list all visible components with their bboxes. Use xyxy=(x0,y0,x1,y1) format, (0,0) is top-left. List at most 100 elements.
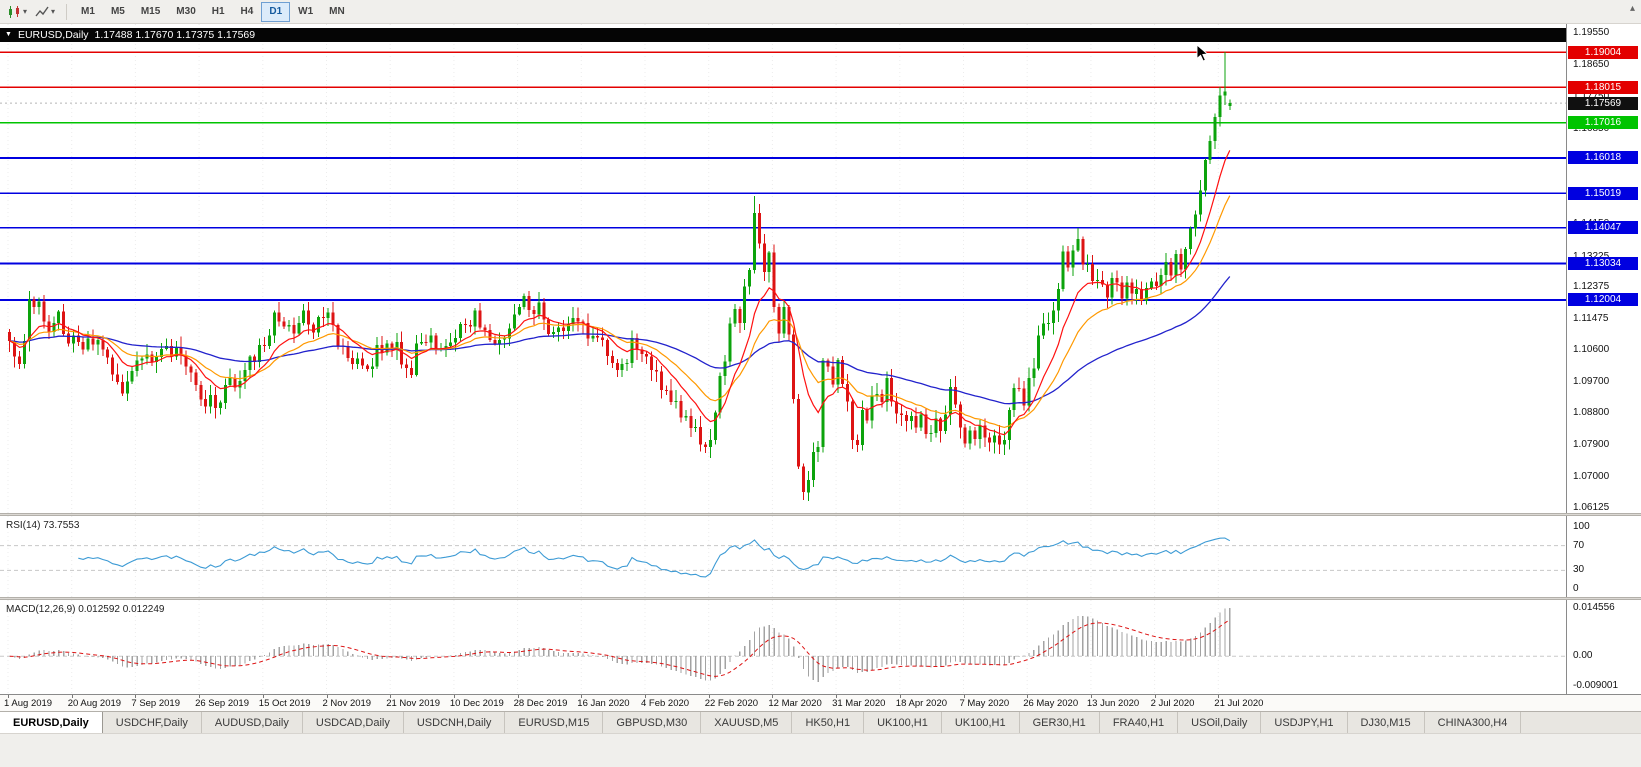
macd-tick-label: 0.00 xyxy=(1573,650,1593,662)
status-strip xyxy=(0,733,1641,767)
timeframe-button-m30[interactable]: M30 xyxy=(176,5,196,17)
date-tick xyxy=(199,695,201,698)
date-tick-label: 13 Jun 2020 xyxy=(1086,698,1140,709)
date-tick xyxy=(1027,695,1029,698)
timeframe-button-m15[interactable]: M15 xyxy=(140,5,161,17)
chart-symbol-title: EURUSD,Daily xyxy=(17,29,89,41)
chart-tab[interactable]: FRA40,H1 xyxy=(1099,712,1179,733)
date-tick xyxy=(963,695,965,698)
rsi-label: RSI(14) 73.7553 xyxy=(6,520,80,531)
price-tick-label: 1.10600 xyxy=(1573,343,1610,355)
level-price-badge[interactable]: 1.13034 xyxy=(1568,257,1638,271)
macd-tick-label: 0.014556 xyxy=(1573,602,1615,613)
level-price-badge[interactable]: 1.19004 xyxy=(1568,45,1638,59)
chevron-down-icon: ▾ xyxy=(51,7,56,16)
date-tick-label: 22 Feb 2020 xyxy=(704,698,759,709)
chart-tab[interactable]: USDJPY,H1 xyxy=(1261,712,1348,733)
chart-tab[interactable]: USOil,Daily xyxy=(1178,712,1262,733)
chart-tab[interactable]: CHINA300,H4 xyxy=(1424,712,1522,733)
timeframe-toolbar: ▾ ▾ M1 M5 M15 M30 H1 H4 D1 W1 MN ▴ xyxy=(0,0,1641,24)
chart-tab[interactable]: AUDUSD,Daily xyxy=(201,712,303,733)
level-price-badge[interactable]: 1.15019 xyxy=(1568,186,1638,200)
date-tick xyxy=(262,695,264,698)
chart-tab[interactable]: UK100,H1 xyxy=(941,712,1020,733)
date-tick xyxy=(899,695,901,698)
price-tick-label: 1.08800 xyxy=(1573,407,1610,419)
macd-indicator-panel[interactable]: MACD(12,26,9) 0.012592 0.012249 xyxy=(0,600,1566,694)
date-tick-label: 10 Dec 2019 xyxy=(449,698,504,709)
level-price-badge[interactable]: 1.14047 xyxy=(1568,221,1638,235)
macd-label: MACD(12,26,9) 0.012592 0.012249 xyxy=(6,604,165,615)
chart-tab-bar: EURUSD,Daily USDCHF,Daily AUDUSD,Daily USDC… xyxy=(0,711,1641,733)
date-tick-label: 26 Sep 2019 xyxy=(195,698,249,709)
level-price-badge[interactable]: 1.18015 xyxy=(1568,80,1638,94)
date-tick-label: 21 Nov 2019 xyxy=(386,698,441,709)
chart-tab[interactable]: EURUSD,Daily xyxy=(0,712,103,733)
scroll-up-icon[interactable]: ▴ xyxy=(1629,3,1635,14)
collapse-icon[interactable]: ▼ xyxy=(5,31,12,38)
price-tick-label: 1.07000 xyxy=(1573,471,1610,483)
level-price-badge[interactable]: 1.17016 xyxy=(1568,116,1638,130)
timeframe-button-m5[interactable]: M5 xyxy=(110,5,125,17)
date-tick xyxy=(8,695,9,698)
chart-tab[interactable]: HK50,H1 xyxy=(792,712,865,733)
chart-tab[interactable]: EURUSD,M15 xyxy=(505,712,604,733)
price-tick-label: 1.07900 xyxy=(1573,439,1610,451)
date-tick-label: 31 Mar 2020 xyxy=(832,698,886,709)
date-tick-label: 1 Aug 2019 xyxy=(4,698,53,709)
indicators-icon[interactable]: ▾ xyxy=(32,3,58,21)
rsi-tick-label: 0 xyxy=(1573,583,1579,594)
price-scale[interactable]: 1.195501.186501.177501.168501.159501.150… xyxy=(1566,24,1641,694)
price-chart-canvas[interactable] xyxy=(0,24,1566,513)
chart-tab[interactable]: USDCHF,Daily xyxy=(102,712,202,733)
date-tick xyxy=(772,695,774,698)
date-tick-label: 7 May 2020 xyxy=(959,698,1010,709)
date-tick xyxy=(836,695,838,698)
chart-type-icon[interactable]: ▾ xyxy=(4,3,30,21)
date-axis[interactable]: 1 Aug 2019 20 Aug 2019 7 Sep 2019 26 Sep 20… xyxy=(0,694,1641,711)
date-tick xyxy=(708,695,710,698)
timeframe-button-w1[interactable]: W1 xyxy=(298,5,314,17)
chart-tab[interactable]: XAUUSD,M5 xyxy=(701,712,793,733)
date-tick xyxy=(135,695,137,698)
date-tick xyxy=(390,695,392,698)
date-tick-label: 18 Apr 2020 xyxy=(895,698,948,709)
chart-tab[interactable]: GBPUSD,M30 xyxy=(603,712,702,733)
chart-tab[interactable]: DJ30,M15 xyxy=(1347,712,1425,733)
date-tick-label: 2 Nov 2019 xyxy=(322,698,372,709)
macd-canvas[interactable] xyxy=(0,600,1566,694)
chart-tab[interactable]: GER30,H1 xyxy=(1019,712,1100,733)
rsi-tick-label: 30 xyxy=(1573,564,1585,576)
date-tick-label: 4 Feb 2020 xyxy=(641,698,690,709)
rsi-indicator-panel[interactable]: RSI(14) 73.7553 xyxy=(0,516,1566,597)
price-tick-label: 1.19550 xyxy=(1573,27,1610,38)
date-tick-label: 20 Aug 2019 xyxy=(67,698,122,709)
toolbar-separator xyxy=(66,3,68,20)
rsi-tick-label: 70 xyxy=(1573,539,1585,551)
price-tick-label: 1.17750 xyxy=(1573,91,1609,102)
macd-tick-label: -0.009001 xyxy=(1573,680,1619,691)
timeframe-button-m1[interactable]: M1 xyxy=(81,5,95,17)
panel-divider[interactable] xyxy=(0,513,1641,516)
date-tick-label: 15 Oct 2019 xyxy=(258,698,311,709)
chart-tab[interactable]: USDCAD,Daily xyxy=(302,712,404,733)
timeframe-button-mn[interactable]: MN xyxy=(329,5,345,17)
chevron-down-icon: ▾ xyxy=(23,7,28,16)
timeframe-button-d1[interactable]: D1 xyxy=(261,1,291,22)
date-tick xyxy=(581,695,583,698)
price-chart-panel[interactable] xyxy=(0,24,1566,513)
date-tick-label: 7 Sep 2019 xyxy=(131,698,180,709)
price-tick-label: 1.18650 xyxy=(1573,58,1610,70)
current-price-badge: 1.17569 xyxy=(1568,96,1638,110)
price-tick-label: 1.09700 xyxy=(1573,375,1610,387)
line-chart-icon xyxy=(35,6,49,16)
chart-tab[interactable]: USDCNH,Daily xyxy=(403,712,506,733)
candlestick-chart-icon xyxy=(9,5,19,18)
chart-tab[interactable]: UK100,H1 xyxy=(864,712,942,733)
rsi-canvas[interactable] xyxy=(0,516,1566,597)
panel-divider[interactable] xyxy=(0,597,1641,600)
timeframe-button-h1[interactable]: H1 xyxy=(211,5,225,17)
level-price-badge[interactable]: 1.12004 xyxy=(1568,293,1638,307)
timeframe-button-h4[interactable]: H4 xyxy=(240,5,254,17)
level-price-badge[interactable]: 1.16018 xyxy=(1568,151,1638,165)
